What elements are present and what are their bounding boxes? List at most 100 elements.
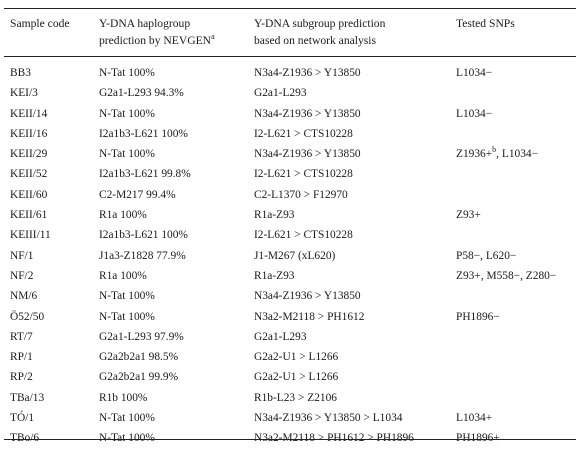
cell-sample-code: Ö52/50 (10, 310, 45, 323)
table-row: KEII/16 I2a1b3-L621 100% I2-L621 > CTS10… (0, 124, 579, 144)
cell-nevgen: N-Tat 100% (99, 412, 155, 425)
table-row: RP/2 G2a2b2a1 99.9% G2a2-U1 > L1266 (0, 367, 579, 387)
cell-network: R1b-L23 > Z2106 (254, 391, 337, 404)
table-bottom-rule (4, 439, 576, 440)
cell-nevgen: C2-M217 99.4% (99, 188, 176, 201)
cell-snps: Z1936+b, L1034− (456, 144, 538, 164)
snps-text: PH1896− (456, 310, 500, 323)
cell-network: R1a-Z93 (254, 209, 295, 222)
table-row: TÓ/1 N-Tat 100% N3a4-Z1936 > Y13850 > L1… (0, 408, 579, 428)
cell-sample-code: RT/7 (10, 330, 33, 343)
table-row: TBa/13 R1b 100% R1b-L23 > Z2106 (0, 388, 579, 408)
cell-nevgen: R1a 100% (99, 269, 147, 282)
cell-network: G2a2-U1 > L1266 (254, 351, 339, 364)
cell-network: I2-L621 > CTS10228 (254, 127, 353, 140)
cell-network: N3a4-Z1936 > Y13850 (254, 290, 361, 303)
cell-nevgen: N-Tat 100% (99, 290, 155, 303)
table-header-rule (4, 56, 576, 57)
cell-sample-code: KEII/52 (10, 168, 48, 181)
header-network-line2: based on network analysis (254, 34, 377, 47)
cell-nevgen: J1a3-Z1828 77.9% (99, 249, 186, 262)
header-sample-code-text: Sample code (10, 17, 70, 30)
cell-nevgen: G2a1-L293 97.9% (99, 330, 184, 343)
header-nevgen-line1: Y-DNA haplogroup (99, 17, 191, 30)
cell-snps: PH1896+ (456, 428, 500, 448)
cell-network: R1a-Z93 (254, 269, 295, 282)
cell-network: N3a2-M2118 > PH1612 > PH1896 (254, 432, 414, 445)
cell-nevgen: G2a2b2a1 99.9% (99, 371, 179, 384)
table-row: NF/2 R1a 100% R1a-Z93 Z93+, M558−, Z280− (0, 266, 579, 286)
cell-sample-code: BB3 (10, 67, 31, 79)
cell-network: C2-L1370 > F12970 (254, 188, 348, 201)
table-row: Ö52/50 N-Tat 100% N3a2-M2118 > PH1612 PH… (0, 307, 579, 327)
snps-text-tail: , L1034− (496, 148, 539, 161)
header-sample-code: Sample code (10, 15, 70, 32)
table-row: RP/1 G2a2b2a1 98.5% G2a2-U1 > L1266 (0, 347, 579, 367)
cell-network: G2a1-L293 (254, 87, 307, 100)
cell-snps: PH1896− (456, 307, 500, 327)
snps-text: Z93+, M558−, Z280− (456, 269, 557, 282)
cell-sample-code: KEII/29 (10, 148, 48, 161)
cell-sample-code: TBa/13 (10, 391, 45, 404)
cell-nevgen: R1b 100% (99, 391, 148, 404)
table-row: KEII/14 N-Tat 100% N3a4-Z1936 > Y13850 L… (0, 104, 579, 124)
cell-network: N3a4-Z1936 > Y13850 (254, 107, 361, 120)
cell-network: G2a1-L293 (254, 330, 307, 343)
cell-sample-code: TBo/6 (10, 432, 40, 445)
table-row: BB3 N-Tat 100% N3a4-Z1936 > Y13850 L1034… (0, 63, 579, 83)
snps-text: PH1896+ (456, 432, 500, 445)
cell-sample-code: KEII/14 (10, 107, 48, 120)
cell-snps: L1034− (456, 63, 492, 83)
cell-sample-code: NF/2 (10, 269, 34, 282)
table-row: NF/1 J1a3-Z1828 77.9% J1-M267 (xL620) P5… (0, 246, 579, 266)
cell-snps: Z93+, M558−, Z280− (456, 266, 556, 286)
cell-nevgen: N-Tat 100% (99, 310, 155, 323)
cell-sample-code: KEIII/11 (10, 229, 51, 242)
cell-sample-code: KEII/16 (10, 127, 48, 140)
snps-text: Z1936+ (456, 148, 493, 161)
cell-sample-code: RP/1 (10, 351, 33, 364)
snps-footnote-mark: b (492, 145, 497, 155)
cell-nevgen: G2a1-L293 94.3% (99, 87, 184, 100)
cell-network: I2-L621 > CTS10228 (254, 168, 353, 181)
cell-sample-code: NF/1 (10, 249, 34, 262)
cell-sample-code: KEII/61 (10, 209, 48, 222)
header-nevgen-line2: prediction by NEVGEN (99, 34, 212, 47)
cell-sample-code: TÓ/1 (10, 412, 35, 425)
table-row: KEIII/11 I2a1b3-L621 100% I2-L621 > CTS1… (0, 225, 579, 245)
header-nevgen-footnote-mark: a (211, 32, 215, 42)
snps-text: L1034− (456, 67, 493, 79)
cell-sample-code: KEI/3 (10, 87, 38, 100)
table-row: KEI/3 G2a1-L293 94.3% G2a1-L293 (0, 83, 579, 103)
table-body: BB3 N-Tat 100% N3a4-Z1936 > Y13850 L1034… (0, 63, 579, 449)
snps-text: P58−, L620− (456, 249, 517, 262)
header-nevgen-prediction: Y-DNA haplogroup prediction by NEVGENa (99, 15, 215, 49)
cell-nevgen: G2a2b2a1 98.5% (99, 351, 179, 364)
cell-network: N3a4-Z1936 > Y13850 (254, 148, 361, 161)
table-row: RT/7 G2a1-L293 97.9% G2a1-L293 (0, 327, 579, 347)
cell-sample-code: NM/6 (10, 290, 38, 303)
cell-network: G2a2-U1 > L1266 (254, 371, 339, 384)
table-row: KEII/61 R1a 100% R1a-Z93 Z93+ (0, 205, 579, 225)
cell-network: I2-L621 > CTS10228 (254, 229, 353, 242)
cell-snps: P58−, L620− (456, 246, 516, 266)
table-row: TBo/6 N-Tat 100% N3a2-M2118 > PH1612 > P… (0, 428, 579, 448)
table-row: KEII/60 C2-M217 99.4% C2-L1370 > F12970 (0, 185, 579, 205)
cell-snps: Z93+ (456, 205, 481, 225)
cell-sample-code: KEII/60 (10, 188, 48, 201)
table-row: KEII/29 N-Tat 100% N3a4-Z1936 > Y13850 Z… (0, 144, 579, 164)
header-nevgen-line2-wrap: prediction by NEVGENa (99, 32, 215, 49)
cell-network: N3a4-Z1936 > Y13850 > L1034 (254, 412, 403, 425)
cell-nevgen: I2a1b3-L621 100% (99, 229, 188, 242)
header-network-prediction: Y-DNA subgroup prediction based on netwo… (254, 15, 385, 49)
cell-nevgen: I2a1b3-L621 99.8% (99, 168, 191, 181)
cell-network: N3a2-M2118 > PH1612 (254, 310, 365, 323)
cell-network: J1-M267 (xL620) (254, 249, 336, 262)
cell-snps: L1034− (456, 104, 492, 124)
cell-nevgen: N-Tat 100% (99, 148, 155, 161)
table-row: KEII/52 I2a1b3-L621 99.8% I2-L621 > CTS1… (0, 164, 579, 184)
snps-text: Z93+ (456, 209, 481, 222)
cell-nevgen: R1a 100% (99, 209, 147, 222)
cell-nevgen: N-Tat 100% (99, 107, 155, 120)
